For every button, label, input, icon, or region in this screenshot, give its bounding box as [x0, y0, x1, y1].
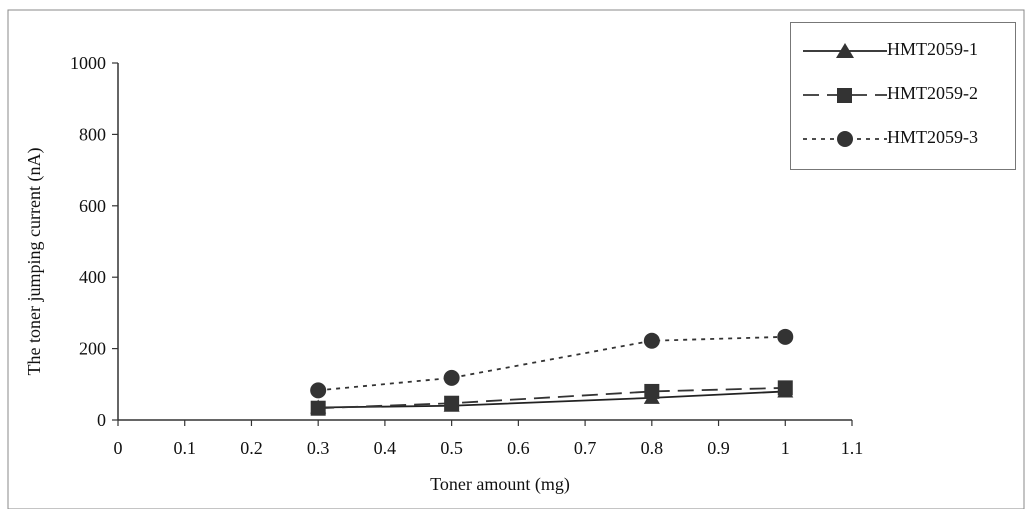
data-point-3	[443, 369, 460, 386]
y-axis-label: The toner jumping current (nA)	[24, 148, 45, 376]
legend-swatch-2	[803, 88, 887, 103]
x-tick-label: 0.1	[173, 438, 196, 458]
data-point-3	[643, 332, 660, 349]
legend-item-1: HMT2059-1	[791, 31, 1015, 71]
data-point-2	[444, 395, 460, 411]
data-point-2	[777, 380, 793, 396]
series-2	[310, 380, 793, 416]
y-tick-label: 200	[79, 339, 106, 359]
x-tick-label: 0.7	[574, 438, 597, 458]
series-line-1	[318, 390, 786, 409]
legend-label-2: HMT2059-2	[887, 83, 978, 103]
x-tick-label: 0.4	[374, 438, 397, 458]
x-tick-label: 0.9	[707, 438, 730, 458]
legend-label-1: HMT2059-1	[887, 39, 978, 59]
legend-swatch-3	[803, 131, 887, 147]
x-ticks: 0 0.1 0.2 0.3 0.4 0.5 0.6 0.7 0.8 0.9 1 1.1	[114, 420, 864, 458]
x-tick-label: 0.5	[440, 438, 463, 458]
data-point-2	[310, 400, 326, 416]
legend-item-3: HMT2059-3	[791, 119, 1015, 159]
y-tick-label: 600	[79, 196, 106, 216]
y-ticks: 0 200 400 600 800 1000	[70, 53, 118, 430]
series-line-3	[318, 335, 786, 392]
x-axis-label: Toner amount (mg)	[430, 474, 570, 495]
data-point-3	[310, 382, 327, 399]
series-layer	[310, 328, 794, 416]
data-point-3	[777, 328, 794, 345]
x-tick-label: 0.6	[507, 438, 530, 458]
x-tick-label: 0.2	[240, 438, 263, 458]
x-tick-label: 0	[114, 438, 123, 458]
y-tick-label: 1000	[70, 53, 106, 73]
x-tick-label: 1.1	[841, 438, 864, 458]
x-tick-label: 0.3	[307, 438, 330, 458]
y-tick-label: 400	[79, 267, 106, 287]
series-3	[310, 328, 794, 399]
legend-swatch-1	[803, 43, 887, 58]
y-tick-label: 800	[79, 124, 106, 144]
legend: HMT2059-1 HMT2059-2 HMT2059-3	[790, 22, 1016, 170]
x-tick-label: 1	[781, 438, 790, 458]
x-tick-label: 0.8	[641, 438, 664, 458]
legend-label-3: HMT2059-3	[887, 127, 978, 147]
legend-item-2: HMT2059-2	[791, 75, 1015, 115]
data-point-2	[644, 383, 660, 399]
y-tick-label: 0	[97, 410, 106, 430]
